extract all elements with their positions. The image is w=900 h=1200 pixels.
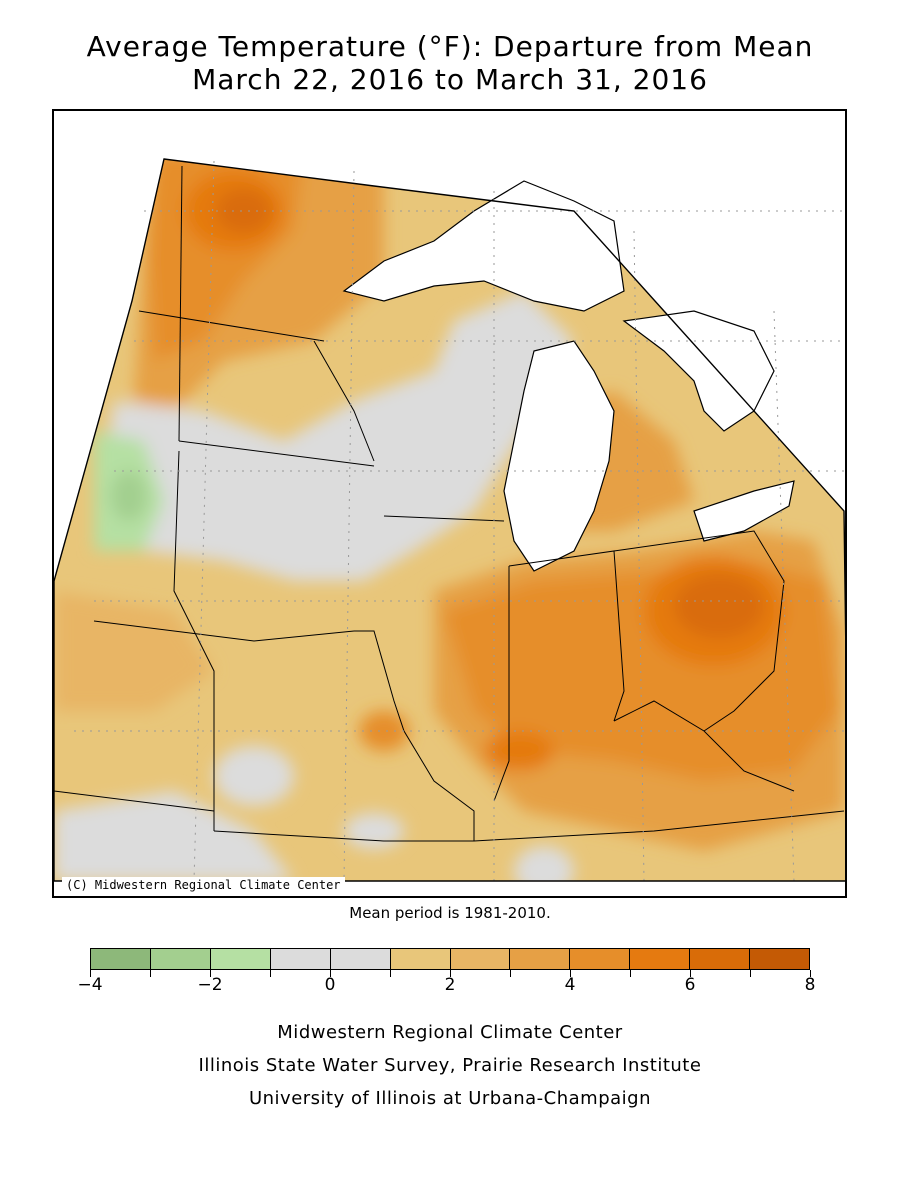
legend-tick-label: 0 — [324, 975, 336, 995]
map-title: Average Temperature (°F): Departure from… — [86, 30, 814, 63]
legend-tick — [150, 970, 151, 977]
legend-swatch — [690, 949, 751, 969]
lake-michigan — [503, 340, 615, 572]
temperature-departure-map — [54, 158, 845, 882]
legend-swatch — [210, 949, 271, 969]
legend-tick — [570, 970, 571, 977]
credit-line-3: University of Illinois at Urbana-Champai… — [248, 1088, 652, 1109]
legend-swatch — [270, 949, 331, 969]
legend-tick — [450, 970, 451, 977]
legend-tick-label: 6 — [684, 975, 696, 995]
legend-tick — [630, 970, 631, 977]
graticule — [74, 160, 844, 882]
copyright-notice: (C) Midwestern Regional Climate Center — [62, 877, 345, 893]
legend-tick — [750, 970, 751, 977]
legend-tick-label: 8 — [804, 975, 816, 995]
legend-tick-label: 4 — [564, 975, 576, 995]
lake-erie — [693, 480, 795, 542]
legend-tick — [810, 970, 811, 977]
legend-swatch — [390, 949, 451, 969]
legend-tick — [510, 970, 511, 977]
legend-tick — [390, 970, 391, 977]
legend-swatch — [150, 949, 211, 969]
legend-swatch — [510, 949, 571, 969]
mean-period-note: Mean period is 1981-2010. — [349, 904, 551, 922]
map-date-range: March 22, 2016 to March 31, 2016 — [192, 63, 708, 96]
lake-superior — [342, 180, 625, 312]
legend-tick-label: −2 — [197, 975, 223, 995]
credit-line-1: Midwestern Regional Climate Center — [277, 1022, 623, 1043]
great-lakes — [342, 180, 795, 572]
legend-tick — [270, 970, 271, 977]
legend-tick-label: 2 — [444, 975, 456, 995]
color-legend — [90, 948, 810, 970]
legend-tick — [330, 970, 331, 977]
legend-tick — [210, 970, 211, 977]
legend-swatch — [570, 949, 631, 969]
region-outline — [54, 158, 845, 882]
legend-swatch — [91, 949, 151, 969]
legend-tick — [90, 970, 91, 977]
legend-swatch — [330, 949, 391, 969]
lake-huron — [622, 310, 775, 432]
state-boundaries — [54, 165, 845, 842]
legend-tick-label: −4 — [77, 975, 103, 995]
legend-swatch — [630, 949, 691, 969]
legend-swatch — [450, 949, 511, 969]
legend-ticks — [90, 970, 811, 978]
credit-line-2: Illinois State Water Survey, Prairie Res… — [198, 1055, 702, 1076]
legend-swatch — [750, 949, 810, 969]
map-frame: (C) Midwestern Regional Climate Center — [52, 109, 847, 898]
legend-tick — [690, 970, 691, 977]
